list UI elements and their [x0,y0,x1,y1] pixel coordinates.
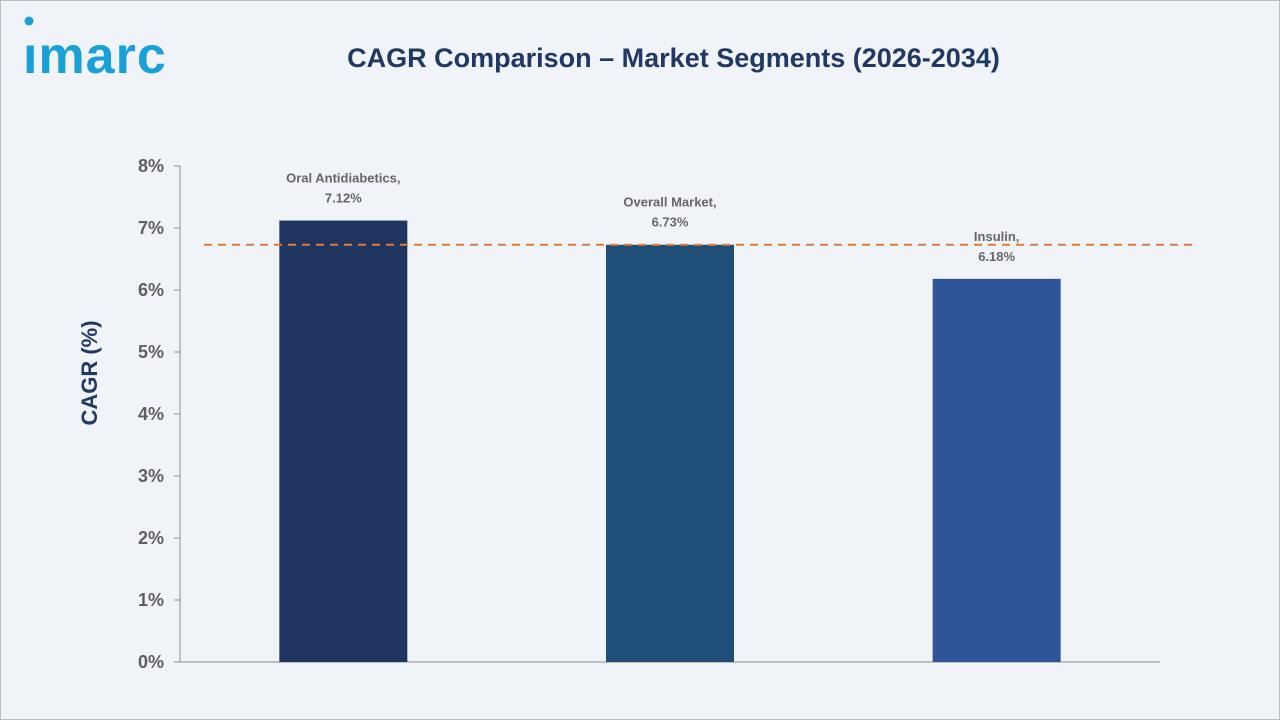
data-label: Oral Antidiabetics, [286,171,400,186]
chart-title: CAGR Comparison – Market Segments (2026-… [347,43,1000,73]
data-label: 7.12% [325,191,362,206]
y-tick-label: 4% [138,404,164,424]
y-tick-label: 7% [138,218,164,238]
y-tick-label: 8% [138,156,164,176]
bar [606,244,734,663]
y-tick-label: 1% [138,590,164,610]
bar [932,278,1061,662]
bar [279,220,408,662]
y-tick-label: 6% [138,280,164,300]
data-label: Insulin, [974,229,1020,244]
y-tick-label: 2% [138,528,164,548]
data-label: 6.73% [652,215,689,230]
data-label: 6.18% [978,249,1015,264]
data-label: Overall Market, [623,195,716,210]
imarc-logo: ımarc [23,16,167,85]
svg-text:ımarc: ımarc [23,27,167,85]
y-tick-label: 0% [138,652,164,672]
y-tick-label: 3% [138,466,164,486]
y-tick-label: 5% [138,342,164,362]
